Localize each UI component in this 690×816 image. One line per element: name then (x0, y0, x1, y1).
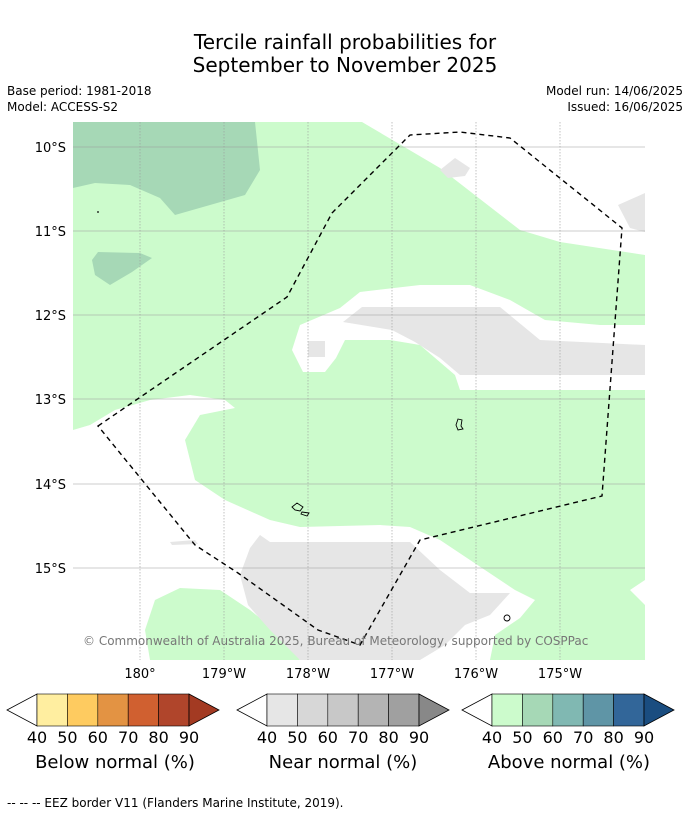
colorbar-tick: 80 (378, 728, 398, 747)
eez-border (96, 131, 623, 646)
meta-left: Base period: 1981-2018 Model: ACCESS-S2 (7, 83, 152, 115)
colorbar-tick: 60 (543, 728, 563, 747)
meta-right: Model run: 14/06/2025 Issued: 16/06/2025 (546, 83, 683, 115)
above-normal-40-region (73, 122, 645, 660)
colorbar-above-normal: 40 50 60 70 80 90 (461, 693, 675, 747)
lon-label: 178°W (286, 667, 330, 682)
colorbar-tick: 60 (88, 728, 108, 747)
colorbar-tick: 90 (409, 728, 429, 747)
colorbar-tick: 70 (573, 728, 593, 747)
above-normal-label: Above normal (%) (487, 752, 651, 773)
colorbar-segment (97, 693, 129, 727)
lat-label: 13°S (35, 393, 66, 408)
graticule (73, 122, 645, 660)
near-normal-40-west-strip (170, 540, 198, 545)
colorbar-segment (491, 693, 523, 727)
island-outline-south (503, 614, 511, 622)
island-outline-east (455, 418, 464, 431)
colorbar-arrow-low (461, 693, 493, 727)
lat-label: 10°S (35, 141, 66, 156)
map-panel: © Commonwealth of Australia 2025, Bureau… (73, 122, 645, 660)
colorbar-segment (36, 693, 68, 727)
lat-label: 12°S (35, 309, 66, 324)
colorbar-tick: 70 (118, 728, 138, 747)
model-run: Model run: 14/06/2025 (545, 84, 683, 98)
lon-label: 176°W (454, 667, 498, 682)
longitude-labels: 180° 179°W 178°W 177°W 176°W 175°W (124, 667, 582, 682)
colorbar-arrow-high (418, 693, 450, 727)
lat-label: 15°S (35, 562, 66, 577)
colorbar-segment (552, 693, 584, 727)
colorbar-segment (357, 693, 389, 727)
near-normal-label: Near normal (%) (268, 752, 418, 773)
map-credit: © Commonwealth of Australia 2025, Bureau… (83, 634, 588, 648)
issued-date: Issued: 16/06/2025 (567, 100, 683, 114)
near-normal-40-south (240, 535, 510, 660)
colorbar-tick: 50 (287, 728, 307, 747)
title-line-2: September to November 2025 (192, 53, 498, 77)
lat-label: 11°S (35, 225, 66, 240)
island-outline-west (291, 502, 310, 517)
lon-label: 177°W (370, 667, 414, 682)
lat-label: 14°S (35, 478, 66, 493)
colorbar-near-normal: 40 50 60 70 80 90 (236, 693, 450, 747)
near-normal-40-central (343, 307, 645, 375)
colorbar-tick: 90 (179, 728, 199, 747)
colorbar-tick: 80 (603, 728, 623, 747)
near-normal-40-northeast-patch (440, 158, 470, 178)
colorbar-below-normal: 40 50 60 70 80 90 (6, 693, 220, 747)
colorbar-tick: 50 (512, 728, 532, 747)
colorbar-tick: 40 (257, 728, 277, 747)
colorbar-tick: 40 (482, 728, 502, 747)
colorbar-segment (158, 693, 190, 727)
title-line-1: Tercile rainfall probabilities for (193, 30, 497, 54)
colorbar-segment (67, 693, 99, 727)
island-dot (97, 211, 99, 213)
colorbar-segment (327, 693, 359, 727)
colorbar-tick: 80 (148, 728, 168, 747)
lon-label: 179°W (202, 667, 246, 682)
above-normal-50-region (73, 122, 260, 215)
colorbar-tick: 90 (634, 728, 654, 747)
colorbar-segment (266, 693, 298, 727)
eez-legend-note: -- -- -- EEZ border V11 (Flanders Marine… (7, 796, 344, 810)
colorbar-segment (297, 693, 329, 727)
colorbar-arrow-low (6, 693, 38, 727)
colorbar-segment (522, 693, 554, 727)
colorbar-tick: 40 (27, 728, 47, 747)
lon-label: 175°W (538, 667, 582, 682)
colorbar-arrow-high (188, 693, 220, 727)
colorbar-arrow-high (643, 693, 675, 727)
latitude-labels: 10°S 11°S 12°S 13°S 14°S 15°S (35, 141, 66, 577)
near-normal-40-west-patch (308, 341, 325, 357)
above-normal-40-south-patch (145, 588, 300, 660)
colorbar-segment (388, 693, 420, 727)
colorbar-segment (613, 693, 645, 727)
near-normal-40-east-edge (618, 193, 645, 232)
colorbar-segment (582, 693, 614, 727)
model-name: Model: ACCESS-S2 (7, 100, 119, 114)
lon-label: 180° (124, 667, 155, 682)
colorbar-arrow-low (236, 693, 268, 727)
above-normal-50-patch (92, 252, 152, 285)
colorbar-tick: 70 (348, 728, 368, 747)
colorbar-tick: 60 (318, 728, 338, 747)
colorbar-tick: 50 (57, 728, 77, 747)
base-period: Base period: 1981-2018 (7, 84, 152, 98)
below-normal-label: Below normal (%) (35, 752, 195, 773)
chart-title: Tercile rainfall probabilities for Septe… (0, 31, 690, 77)
colorbar-segment (127, 693, 159, 727)
